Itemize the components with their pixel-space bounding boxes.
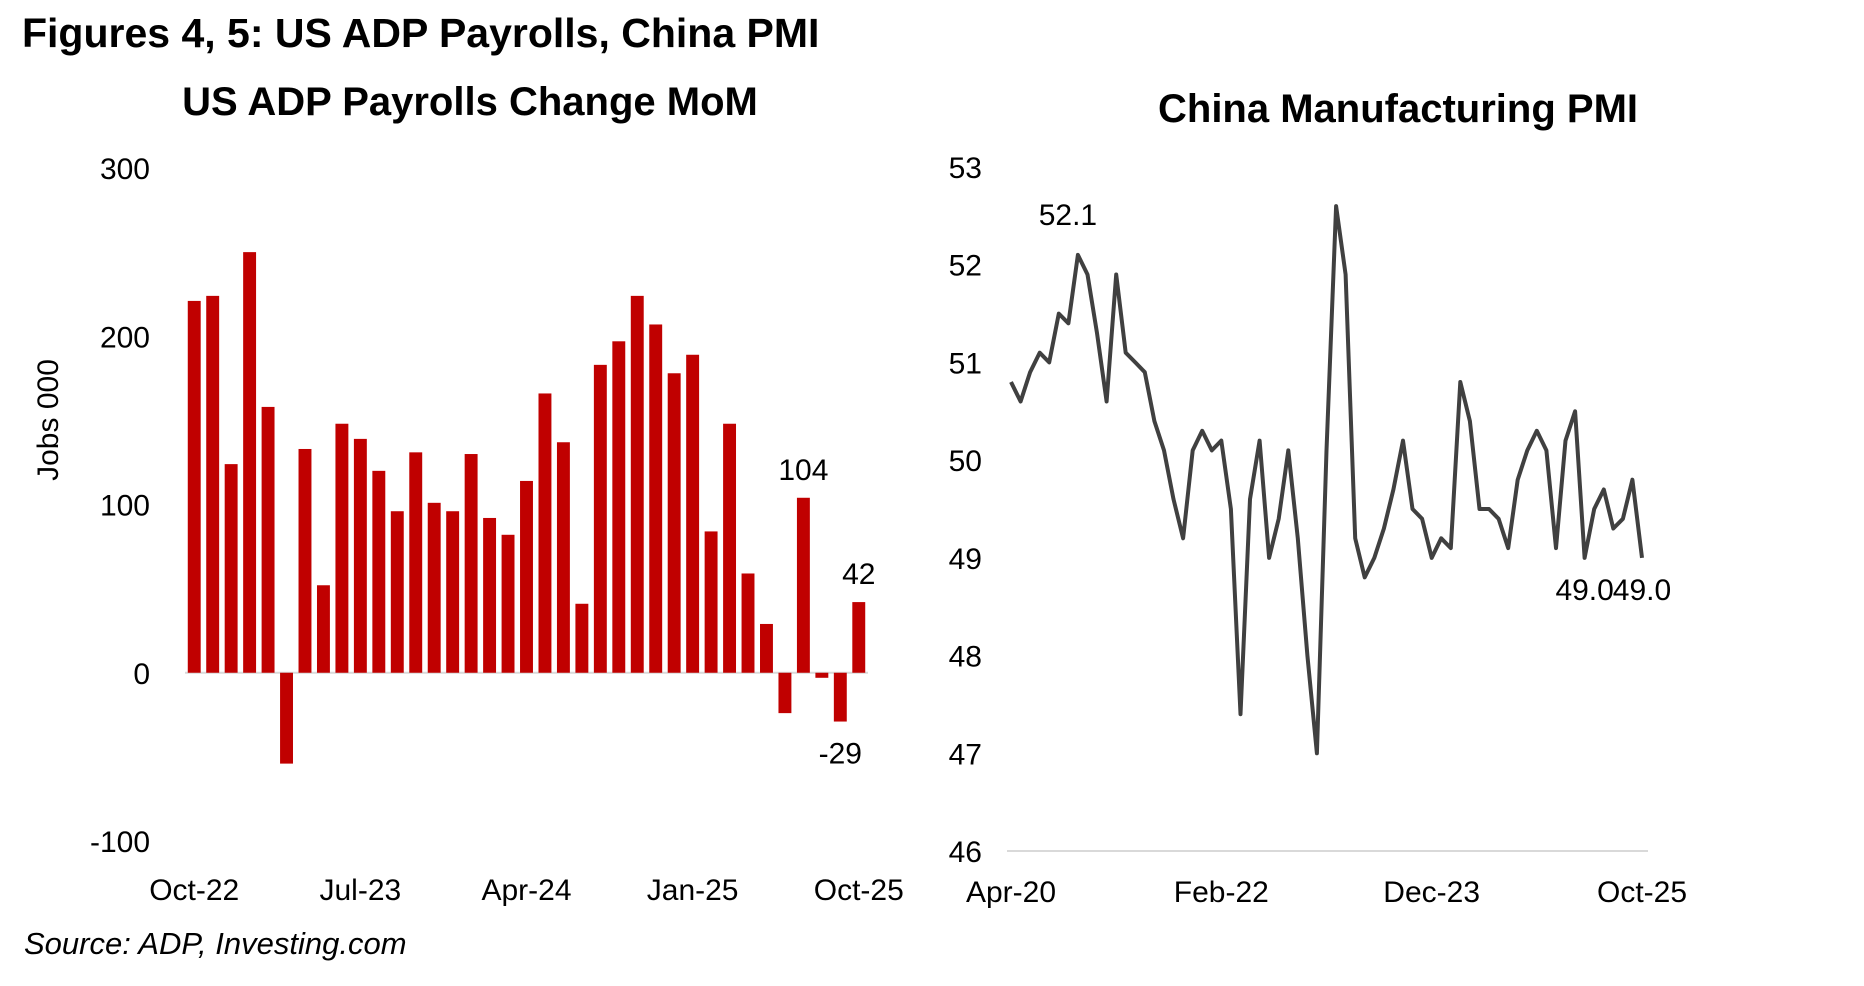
bar	[723, 423, 737, 673]
bar	[335, 423, 349, 673]
bar	[704, 531, 718, 673]
bar	[760, 623, 773, 673]
bar	[501, 534, 515, 673]
data-label: 49.0	[1613, 574, 1671, 607]
y-tick-label: 46	[949, 836, 982, 869]
y-tick-label: 100	[100, 490, 150, 523]
bar	[667, 373, 681, 673]
y-tick-label: 49	[949, 543, 982, 576]
bar	[852, 602, 866, 673]
bar	[593, 364, 607, 673]
y-tick-label: 300	[100, 153, 150, 186]
x-tick-label: Jul-23	[320, 874, 402, 907]
bar	[649, 324, 663, 673]
x-tick-label: Oct-25	[1597, 876, 1687, 909]
bar-y-axis-label: Jobs 000	[32, 359, 65, 481]
bar	[298, 448, 312, 673]
y-tick-label: 47	[949, 738, 982, 771]
y-tick-label: 50	[949, 445, 982, 478]
bar	[427, 502, 441, 673]
x-tick-label: Oct-22	[149, 874, 239, 907]
bar	[778, 672, 792, 714]
bar	[464, 454, 478, 673]
y-tick-label: 51	[949, 347, 982, 380]
x-tick-label: Dec-23	[1383, 876, 1480, 909]
data-label: 49.0	[1555, 574, 1613, 607]
bar	[224, 464, 238, 673]
bar	[815, 672, 829, 678]
bar	[630, 295, 644, 673]
line-chart-title: China Manufacturing PMI	[1158, 87, 1638, 131]
bar	[280, 672, 293, 764]
bar	[409, 452, 423, 673]
y-tick-label: 48	[949, 641, 982, 674]
x-tick-label: Apr-20	[966, 876, 1056, 909]
x-tick-label: Apr-24	[481, 874, 571, 907]
x-tick-label: Jan-25	[647, 874, 739, 907]
y-tick-label: 200	[100, 321, 150, 354]
bar	[206, 295, 220, 673]
line-chart: 46 47 48 49 50 51 52 53 52.1 49.049.0 Apr-20 Feb-22…	[949, 152, 1687, 909]
bar	[372, 470, 386, 673]
x-tick-label: Oct-25	[814, 874, 904, 907]
bar	[796, 497, 810, 673]
y-tick-label: 52	[949, 250, 982, 283]
bar	[483, 517, 497, 673]
bar	[187, 300, 201, 673]
bar-chart-title: US ADP Payrolls Change MoM	[182, 80, 758, 124]
bar	[538, 393, 552, 673]
bar	[316, 585, 330, 673]
y-tick-label: -100	[90, 826, 150, 859]
y-tick-label: 0	[133, 658, 150, 691]
y-tick-label: 53	[949, 152, 982, 185]
data-label: 104	[778, 454, 828, 487]
bar	[243, 252, 257, 673]
pmi-line	[1009, 204, 1644, 756]
data-label: 42	[842, 558, 875, 591]
source-note: Source: ADP, Investing.com	[24, 926, 407, 961]
bar	[446, 511, 460, 673]
bar-chart: -100 0 100 200 300 104 -29 42 Oct-22 Jul-23 Apr-24…	[90, 153, 904, 907]
bar	[390, 511, 404, 673]
data-label: 52.1	[1039, 199, 1097, 232]
bar	[686, 354, 700, 673]
bar	[833, 672, 847, 722]
figure-title: Figures 4, 5: US ADP Payrolls, China PMI	[22, 10, 820, 56]
bar	[612, 341, 626, 673]
bar	[575, 603, 589, 673]
bar	[556, 442, 570, 673]
bar	[261, 406, 275, 673]
data-label: -29	[819, 738, 862, 771]
bar	[520, 480, 533, 673]
x-tick-label: Feb-22	[1174, 876, 1269, 909]
bar	[353, 438, 367, 673]
bar	[741, 573, 755, 673]
